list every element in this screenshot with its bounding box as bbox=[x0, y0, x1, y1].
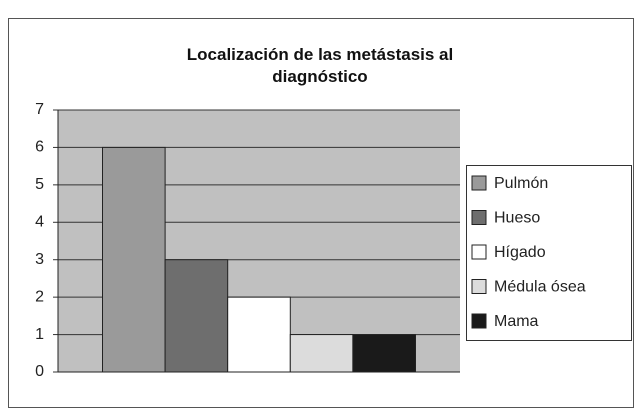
y-tick-label: 0 bbox=[35, 363, 44, 380]
legend-swatch bbox=[471, 244, 487, 260]
chart-title: Localización de las metástasis al diagnó… bbox=[186, 45, 454, 86]
y-tick-label: 7 bbox=[35, 101, 44, 118]
legend-swatch bbox=[471, 175, 487, 191]
legend-label: Hígado bbox=[494, 244, 546, 261]
y-tick-label: 5 bbox=[35, 176, 44, 193]
y-tick-label: 4 bbox=[35, 214, 44, 231]
y-tick-label: 2 bbox=[35, 288, 44, 305]
legend-swatch bbox=[471, 210, 487, 225]
legend-box bbox=[466, 165, 632, 341]
y-tick-label: 1 bbox=[35, 326, 44, 343]
legend-label: Hueso bbox=[494, 210, 540, 227]
bar bbox=[102, 146, 166, 373]
legend-label: Médula ósea bbox=[494, 279, 586, 296]
y-tick-label: 3 bbox=[35, 251, 44, 268]
bar bbox=[164, 259, 229, 373]
legend-label: Mama bbox=[494, 313, 539, 330]
legend-label: Pulmón bbox=[494, 175, 548, 192]
bar bbox=[352, 334, 416, 373]
bar bbox=[289, 334, 354, 373]
legend-swatch bbox=[471, 313, 487, 329]
legend-swatch bbox=[471, 279, 487, 294]
bar bbox=[227, 296, 291, 373]
y-tick-label: 6 bbox=[35, 139, 44, 156]
